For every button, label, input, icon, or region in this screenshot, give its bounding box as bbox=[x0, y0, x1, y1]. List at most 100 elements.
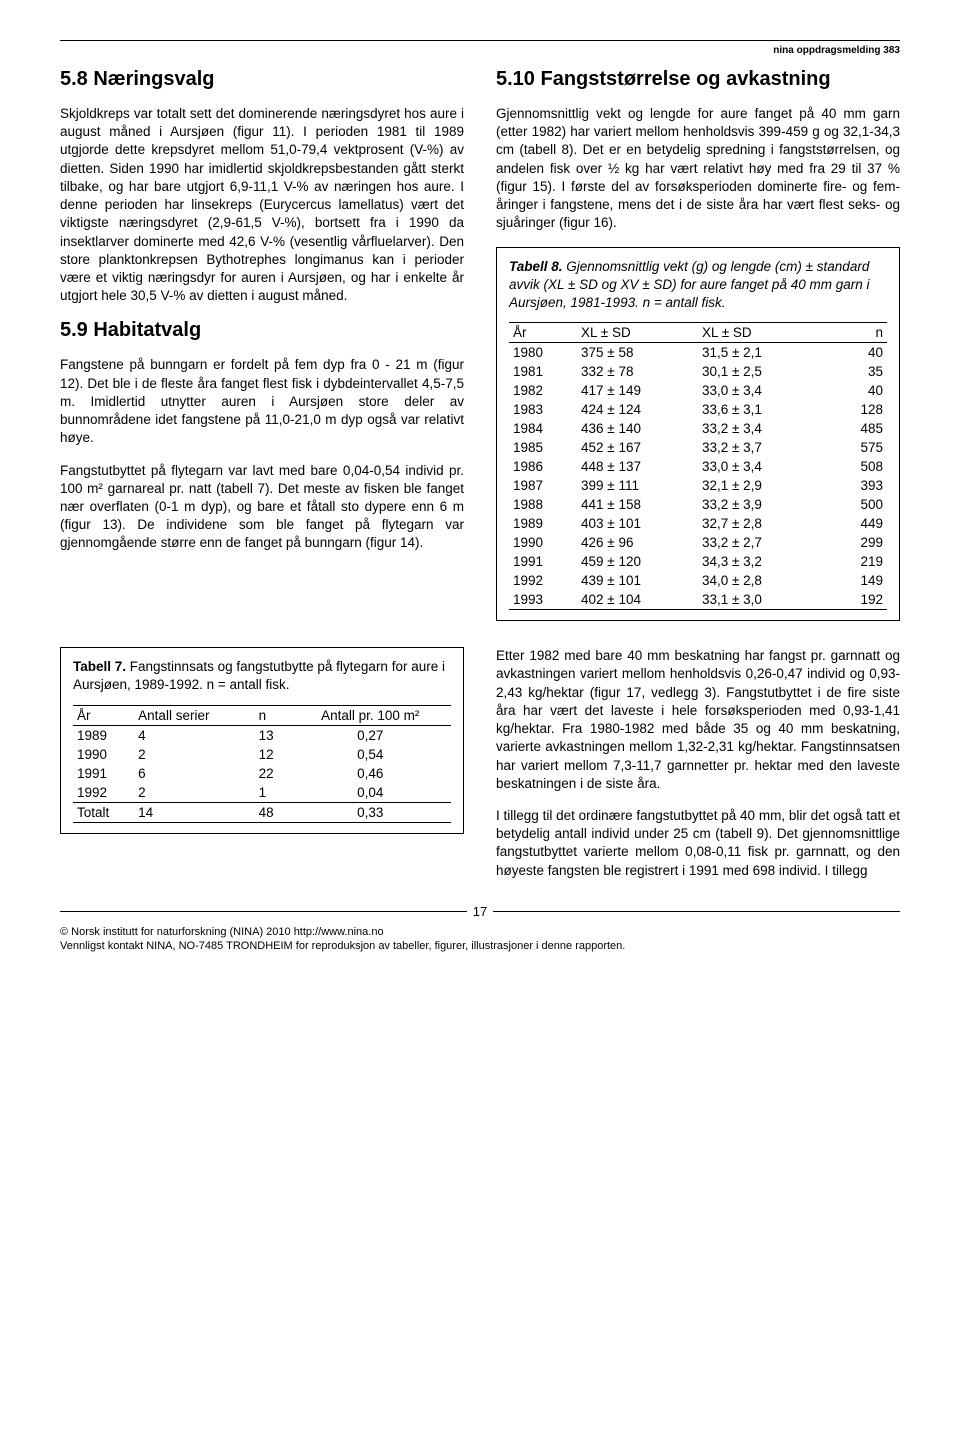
top-rule bbox=[60, 40, 900, 41]
t8-cell: 1984 bbox=[509, 419, 577, 438]
right-lower: Etter 1982 med bare 40 mm beskatning har… bbox=[496, 647, 900, 894]
t8-cell: 441 ± 158 bbox=[577, 495, 698, 514]
t8-cell: 399 ± 111 bbox=[577, 476, 698, 495]
t7-cell: 0,27 bbox=[290, 725, 451, 745]
table7: År Antall serier n Antall pr. 100 m² 198… bbox=[73, 705, 451, 823]
t8-cell: 449 bbox=[819, 514, 887, 533]
table7-caption: Tabell 7. Fangstinnsats og fangstutbytte… bbox=[73, 658, 451, 694]
t8-cell: 30,1 ± 2,5 bbox=[698, 362, 819, 381]
t8-cell: 32,7 ± 2,8 bbox=[698, 514, 819, 533]
t8-cell: 1991 bbox=[509, 552, 577, 571]
heading-5-10: 5.10 Fangststørrelse og avkastning bbox=[496, 68, 900, 91]
t7-cell: 6 bbox=[134, 764, 254, 783]
t8-cell: 485 bbox=[819, 419, 887, 438]
t8-cell: 459 ± 120 bbox=[577, 552, 698, 571]
t8-cell: 508 bbox=[819, 457, 887, 476]
t7-cell: 13 bbox=[255, 725, 290, 745]
t8-cell: 34,0 ± 2,8 bbox=[698, 571, 819, 590]
t8-cell: 575 bbox=[819, 438, 887, 457]
t8-cell: 1986 bbox=[509, 457, 577, 476]
t8-cell: 33,0 ± 3,4 bbox=[698, 381, 819, 400]
t7-cell: 0,46 bbox=[290, 764, 451, 783]
para-5-9b: Fangstutbyttet på flytegarn var lavt med… bbox=[60, 462, 464, 553]
t8-cell: 31,5 ± 2,1 bbox=[698, 343, 819, 363]
t7-total-per100: 0,33 bbox=[290, 802, 451, 822]
t8-cell: 1990 bbox=[509, 533, 577, 552]
t8-cell: 426 ± 96 bbox=[577, 533, 698, 552]
t8-cell: 33,1 ± 3,0 bbox=[698, 590, 819, 610]
footer-line-2: Vennligst kontakt NINA, NO-7485 TRONDHEI… bbox=[60, 939, 900, 953]
t7-cell: 0,54 bbox=[290, 745, 451, 764]
t7-total-label: Totalt bbox=[73, 802, 134, 822]
t8-h-xl1: XL ± SD bbox=[577, 323, 698, 343]
t8-cell: 436 ± 140 bbox=[577, 419, 698, 438]
para-5-8: Skjoldkreps var totalt sett det dominere… bbox=[60, 105, 464, 305]
t8-cell: 403 ± 101 bbox=[577, 514, 698, 533]
t8-cell: 33,6 ± 3,1 bbox=[698, 400, 819, 419]
t8-cell: 1985 bbox=[509, 438, 577, 457]
t8-cell: 192 bbox=[819, 590, 887, 610]
t8-cell: 219 bbox=[819, 552, 887, 571]
t7-h-year: År bbox=[73, 705, 134, 725]
t8-cell: 1988 bbox=[509, 495, 577, 514]
page-footer: 17 © Norsk institutt for naturforskning … bbox=[60, 904, 900, 954]
t7-cell: 4 bbox=[134, 725, 254, 745]
t7-cell: 1989 bbox=[73, 725, 134, 745]
t8-cell: 439 ± 101 bbox=[577, 571, 698, 590]
t8-cell: 40 bbox=[819, 343, 887, 363]
heading-5-9: 5.9 Habitatvalg bbox=[60, 319, 464, 342]
t8-cell: 1989 bbox=[509, 514, 577, 533]
footer-rule-left bbox=[60, 911, 467, 912]
t8-cell: 33,2 ± 2,7 bbox=[698, 533, 819, 552]
left-column: 5.8 Næringsvalg Skjoldkreps var totalt s… bbox=[60, 68, 464, 637]
report-label: nina oppdragsmelding 383 bbox=[60, 45, 900, 56]
t8-cell: 1992 bbox=[509, 571, 577, 590]
t7-cell: 2 bbox=[134, 783, 254, 803]
t8-cell: 1982 bbox=[509, 381, 577, 400]
page-number-line: 17 bbox=[60, 904, 900, 919]
t8-cell: 33,2 ± 3,9 bbox=[698, 495, 819, 514]
t7-cell: 0,04 bbox=[290, 783, 451, 803]
upper-columns: 5.8 Næringsvalg Skjoldkreps var totalt s… bbox=[60, 68, 900, 637]
heading-5-8: 5.8 Næringsvalg bbox=[60, 68, 464, 91]
t7-cell: 22 bbox=[255, 764, 290, 783]
t7-cell: 2 bbox=[134, 745, 254, 764]
t7-cell: 12 bbox=[255, 745, 290, 764]
t8-cell: 375 ± 58 bbox=[577, 343, 698, 363]
t7-cell: 1990 bbox=[73, 745, 134, 764]
para-5-9a: Fangstene på bunngarn er fordelt på fem … bbox=[60, 356, 464, 447]
t8-cell: 32,1 ± 2,9 bbox=[698, 476, 819, 495]
footer-line-1: © Norsk institutt for naturforskning (NI… bbox=[60, 925, 900, 939]
para-5-10a: Gjennomsnittlig vekt og lengde for aure … bbox=[496, 105, 900, 233]
table8-caption: Tabell 8. Gjennomsnittlig vekt (g) og le… bbox=[509, 258, 887, 313]
t8-h-xl2: XL ± SD bbox=[698, 323, 819, 343]
t8-cell: 34,3 ± 3,2 bbox=[698, 552, 819, 571]
t8-cell: 424 ± 124 bbox=[577, 400, 698, 419]
t8-cell: 452 ± 167 bbox=[577, 438, 698, 457]
t7-total-n: 48 bbox=[255, 802, 290, 822]
t8-cell: 417 ± 149 bbox=[577, 381, 698, 400]
left-lower: Tabell 7. Fangstinnsats og fangstutbytte… bbox=[60, 647, 464, 894]
t8-h-n: n bbox=[819, 323, 887, 343]
t8-cell: 40 bbox=[819, 381, 887, 400]
t8-cell: 33,2 ± 3,4 bbox=[698, 419, 819, 438]
t7-cell: 1991 bbox=[73, 764, 134, 783]
right-column: 5.10 Fangststørrelse og avkastning Gjenn… bbox=[496, 68, 900, 637]
t8-cell: 128 bbox=[819, 400, 887, 419]
t8-cell: 1993 bbox=[509, 590, 577, 610]
t8-cell: 1987 bbox=[509, 476, 577, 495]
t8-cell: 35 bbox=[819, 362, 887, 381]
table8-box: Tabell 8. Gjennomsnittlig vekt (g) og le… bbox=[496, 247, 900, 622]
t7-h-n: n bbox=[255, 705, 290, 725]
t8-cell: 1981 bbox=[509, 362, 577, 381]
t7-h-per100: Antall pr. 100 m² bbox=[290, 705, 451, 725]
table8: År XL ± SD XL ± SD n 1980375 ± 5831,5 ± … bbox=[509, 322, 887, 610]
t8-cell: 393 bbox=[819, 476, 887, 495]
t8-cell: 299 bbox=[819, 533, 887, 552]
t7-cell: 1992 bbox=[73, 783, 134, 803]
t8-cell: 33,2 ± 3,7 bbox=[698, 438, 819, 457]
t8-cell: 402 ± 104 bbox=[577, 590, 698, 610]
t8-cell: 1983 bbox=[509, 400, 577, 419]
t8-h-year: År bbox=[509, 323, 577, 343]
table7-box: Tabell 7. Fangstinnsats og fangstutbytte… bbox=[60, 647, 464, 833]
